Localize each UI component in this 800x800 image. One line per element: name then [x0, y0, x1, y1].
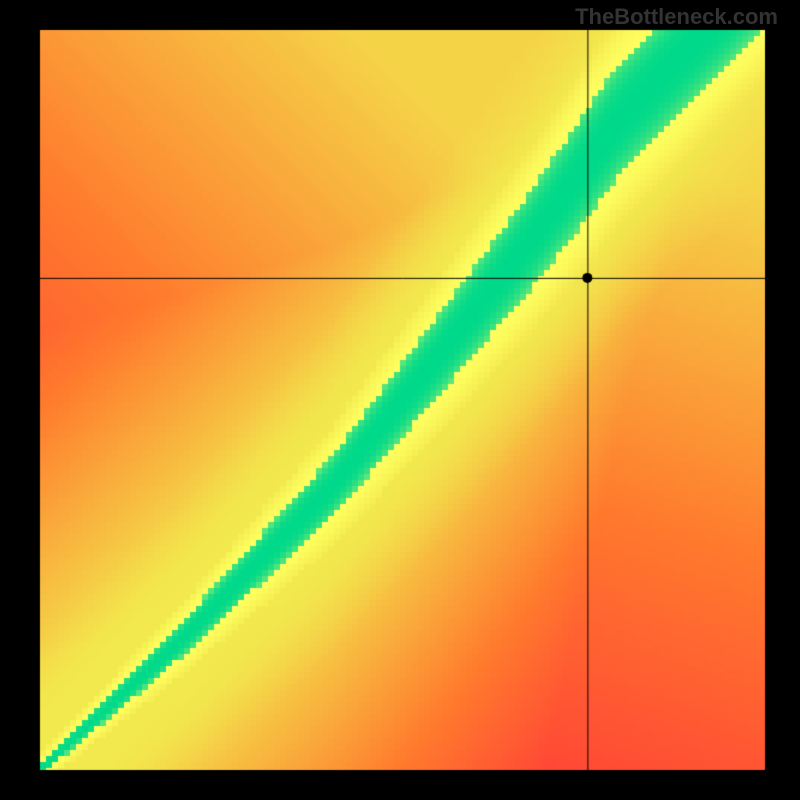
- chart-container: { "watermark": "TheBottleneck.com", "cha…: [0, 0, 800, 800]
- watermark-text: TheBottleneck.com: [575, 4, 778, 30]
- bottleneck-heatmap: [0, 0, 800, 800]
